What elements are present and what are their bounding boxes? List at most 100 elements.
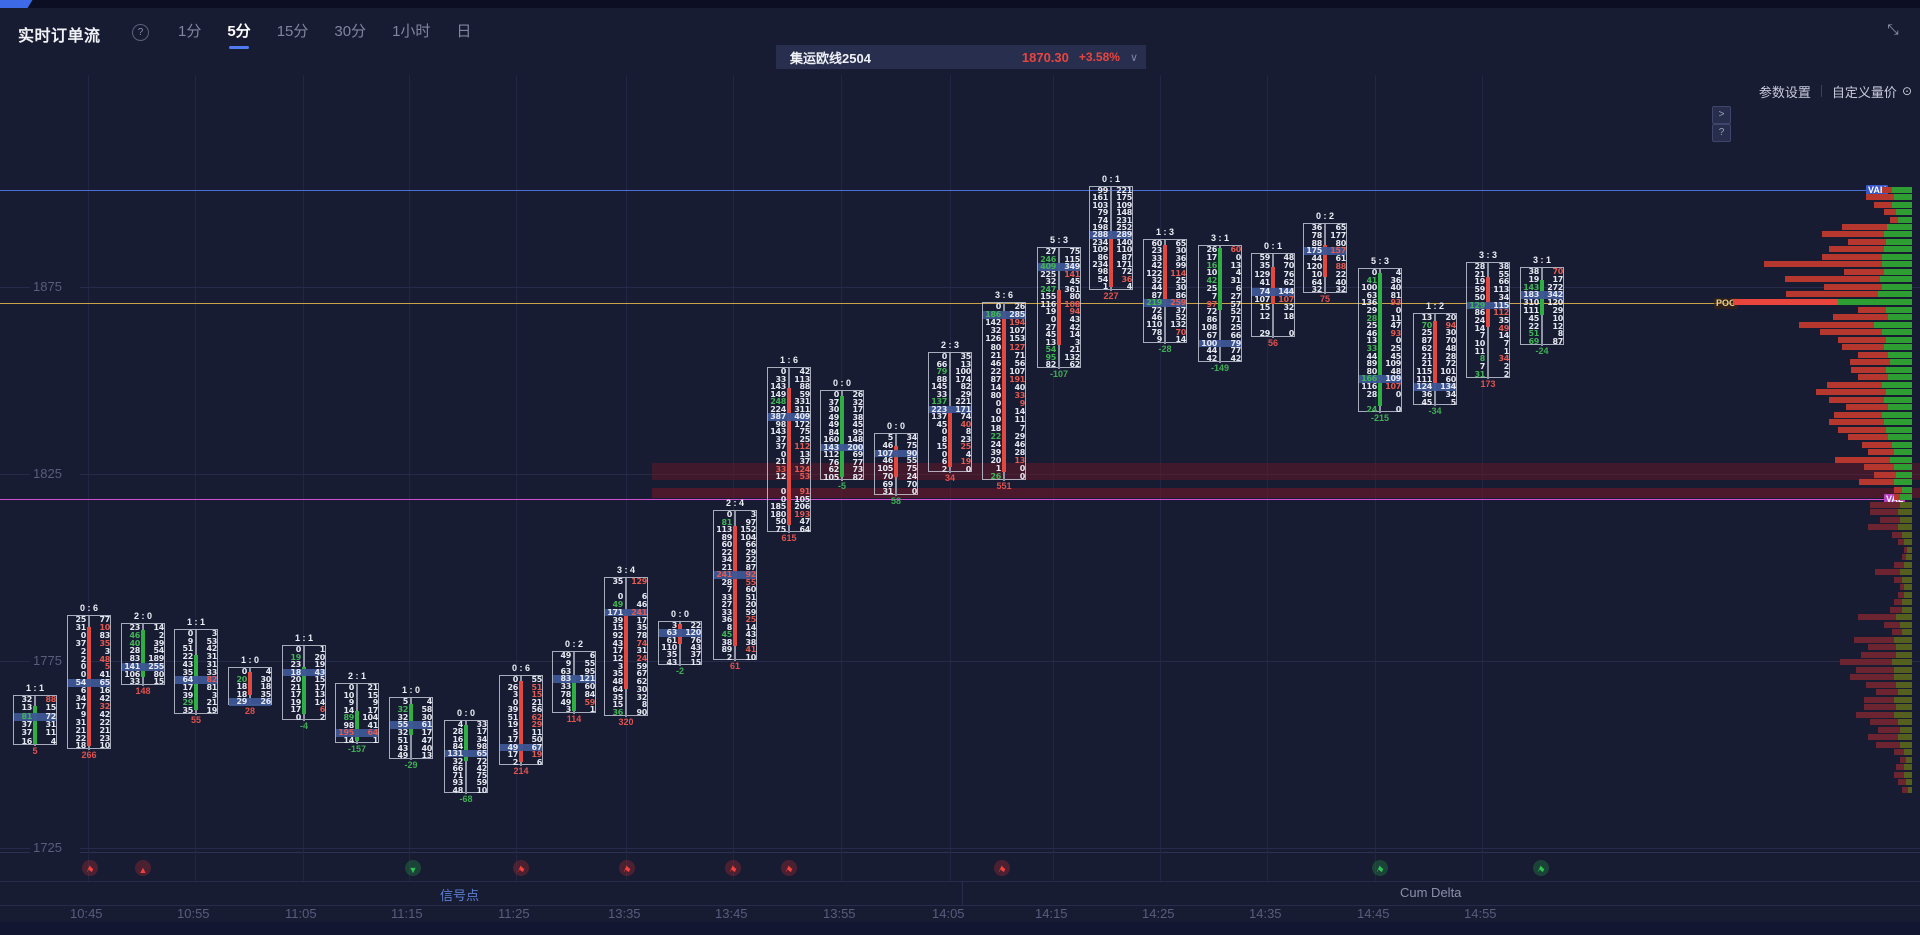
ask-volume: 77	[1230, 346, 1241, 356]
ask-volume: 65	[1335, 223, 1346, 232]
signal-buy-icon[interactable]: ⚑	[1533, 860, 1549, 876]
tab-1小时[interactable]: 1小时	[392, 23, 431, 40]
signal-sell-icon[interactable]: ⚑	[513, 860, 529, 876]
tab-日[interactable]: 日	[456, 23, 472, 40]
side-button-help[interactable]: ?	[1712, 124, 1731, 142]
bid-volume: 5	[402, 697, 409, 706]
footprint-row: 28 0	[1359, 390, 1401, 399]
bid-volume: 19	[290, 697, 301, 707]
bid-volume: 35	[612, 692, 623, 702]
bid-volume: 66	[936, 359, 947, 369]
volume-profile-ask-bar	[1898, 524, 1912, 530]
time-axis-label: 13:45	[715, 906, 748, 921]
bid-volume: 34	[75, 694, 86, 703]
volume-profile-ask-bar	[1890, 457, 1912, 463]
volume-profile-ask-bar	[1888, 314, 1912, 320]
candle-imbalance-header: 5 : 3	[1049, 235, 1068, 245]
signal-sell-icon[interactable]: ⚑	[82, 860, 98, 876]
ask-volume: 29	[531, 720, 542, 729]
signal-sell-icon[interactable]: ⚑	[725, 860, 741, 876]
volume-profile-bid-bar	[1848, 434, 1888, 440]
custom-volume-price-button[interactable]: 自定义量价 ⊙	[1832, 82, 1912, 101]
footprint-row: 2 10	[714, 653, 757, 662]
bid-volume: 22	[182, 652, 193, 662]
signal-sell-icon[interactable]: ⚑	[619, 860, 635, 876]
timeframe-tabs: 1分 5分 15分 30分 1小时 日	[178, 20, 472, 49]
signal-sell-icon[interactable]: ⚑	[994, 860, 1010, 876]
footprint-row: 45 40	[929, 420, 971, 429]
tab-5分[interactable]: 5分	[227, 20, 251, 49]
candle-body	[1378, 273, 1382, 407]
volume-profile-bid-bar	[1833, 314, 1888, 320]
bid-volume: 25	[1206, 284, 1217, 293]
signal-buy-icon[interactable]: ▼	[405, 860, 421, 876]
bid-volume: 23	[129, 623, 140, 632]
bid-volume: 63	[666, 628, 677, 638]
bid-volume: 171	[607, 607, 623, 617]
bid-volume: 22	[721, 547, 732, 557]
footprint-row: 37 112	[768, 443, 810, 451]
signal-buy-icon[interactable]: ⚑	[1372, 860, 1388, 876]
chevron-down-icon[interactable]: ∨	[1129, 51, 1138, 64]
tab-1分[interactable]: 1分	[178, 23, 202, 40]
footprint-row: 32 107	[983, 327, 1025, 335]
footprint-poc-row: 74 144	[1252, 287, 1294, 296]
volume-profile-bid-bar	[1894, 577, 1902, 583]
candle-body	[840, 395, 844, 477]
cum-delta-panel-label[interactable]: Cum Delta	[1400, 885, 1462, 900]
volume-profile-ask-bar	[1892, 442, 1912, 448]
side-button-expand[interactable]: >	[1712, 106, 1731, 124]
ask-volume: 0	[1019, 472, 1026, 482]
bid-volume: 46	[129, 630, 140, 640]
tab-30分[interactable]: 30分	[334, 23, 367, 40]
instrument-banner[interactable]: 集运欧线2504 1870.30 +3.58% ∨	[776, 45, 1146, 69]
ask-volume: 56	[531, 705, 542, 714]
ask-volume: 42	[799, 367, 810, 376]
footprint-row: 22 107	[983, 367, 1025, 376]
footprint-row: 8 34	[1467, 355, 1510, 363]
footprint-row: 13 3	[1038, 338, 1080, 347]
bid-volume: 0	[512, 675, 519, 684]
ask-volume: 19	[206, 706, 217, 715]
collapse-icon[interactable]: ⤡	[1887, 21, 1899, 37]
signal-sell-icon[interactable]: ⚑	[781, 860, 797, 876]
tab-15分[interactable]: 15分	[276, 23, 309, 40]
footprint-row: 33 51	[714, 593, 756, 602]
bid-volume: 225	[1040, 269, 1056, 279]
ask-volume: 112	[1493, 308, 1509, 318]
param-settings-button[interactable]: 参数设置	[1758, 84, 1811, 100]
signal-sell-icon[interactable]: ▲	[135, 860, 151, 876]
ask-volume: 14	[1498, 331, 1509, 341]
footprint-row: 98 41	[336, 721, 378, 730]
ask-volume: 75	[1069, 247, 1080, 256]
vertical-gridline	[733, 75, 734, 881]
volume-profile-ask-bar	[1894, 464, 1912, 470]
volume-profile-ask-bar	[1884, 344, 1912, 350]
volume-profile-bid-bar	[1894, 749, 1904, 755]
footprint-row: 32 30	[390, 713, 432, 722]
vah-label: VAH	[1866, 185, 1889, 196]
volume-profile-bid-bar	[1851, 367, 1886, 373]
ask-volume: 0	[1395, 404, 1402, 414]
help-icon[interactable]: ?	[132, 24, 149, 41]
candle-delta: 173	[1480, 378, 1496, 389]
volume-profile-bid-bar	[1868, 734, 1898, 740]
signal-panel-label[interactable]: 信号点	[440, 888, 480, 903]
bid-volume: 26	[990, 472, 1001, 482]
footprint-row: 234 171	[1090, 260, 1132, 268]
footprint-row: 37 35	[68, 639, 110, 648]
ask-volume: 2	[319, 712, 326, 722]
ask-volume: 59	[636, 661, 647, 671]
ask-volume: 70	[1552, 267, 1563, 276]
footprint-row: 0 83	[68, 631, 111, 640]
ask-volume: 134	[1440, 382, 1456, 392]
ask-volume: 81	[206, 682, 217, 692]
footprint-poc-row: 64 82	[175, 676, 217, 684]
ask-volume: 8	[1557, 329, 1564, 339]
footprint-poc-row: 143 200	[821, 443, 863, 451]
volume-profile-bid-bar	[1892, 532, 1902, 538]
footprint-row: 46 52	[1144, 313, 1186, 321]
footprint-row: 11 1	[1467, 347, 1509, 356]
footprint-row: 21 87	[714, 563, 756, 572]
